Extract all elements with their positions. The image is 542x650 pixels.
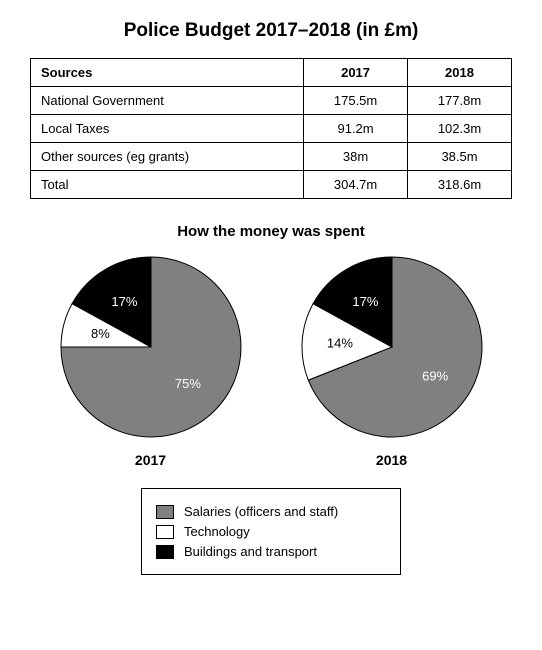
cell: 175.5m: [304, 87, 408, 115]
col-2018: 2018: [408, 59, 512, 87]
legend-item: Buildings and transport: [156, 544, 386, 559]
cell: Local Taxes: [31, 115, 304, 143]
legend-item: Salaries (officers and staff): [156, 504, 386, 519]
pie-2017-year: 2017: [56, 452, 246, 468]
col-sources: Sources: [31, 59, 304, 87]
table-row: Local Taxes 91.2m 102.3m: [31, 115, 512, 143]
table-row: National Government 175.5m 177.8m: [31, 87, 512, 115]
cell: 177.8m: [408, 87, 512, 115]
sources-table: Sources 2017 2018 National Government 17…: [30, 58, 512, 199]
legend-swatch: [156, 545, 174, 559]
table-row: Other sources (eg grants) 38m 38.5m: [31, 143, 512, 171]
pie-charts-container: 75% 8% 17% 2017 69% 14% 17% 2018: [30, 252, 512, 468]
spending-subtitle: How the money was spent: [30, 223, 512, 240]
table-header-row: Sources 2017 2018: [31, 59, 512, 87]
pie-slice-label: 75%: [174, 376, 200, 391]
pie-slice-label: 17%: [352, 294, 378, 309]
cell: 318.6m: [408, 171, 512, 199]
page-title: Police Budget 2017–2018 (in £m): [30, 20, 512, 42]
cell: 102.3m: [408, 115, 512, 143]
legend: Salaries (officers and staff) Technology…: [141, 488, 401, 575]
pie-2018: 69% 14% 17%: [297, 252, 487, 442]
pie-slice-label: 14%: [326, 336, 352, 351]
cell: 38m: [304, 143, 408, 171]
cell: 38.5m: [408, 143, 512, 171]
legend-label: Salaries (officers and staff): [184, 504, 338, 519]
cell: National Government: [31, 87, 304, 115]
col-2017: 2017: [304, 59, 408, 87]
pie-2018-year: 2018: [297, 452, 487, 468]
legend-swatch: [156, 525, 174, 539]
pie-2017-block: 75% 8% 17% 2017: [56, 252, 246, 468]
legend-label: Technology: [184, 524, 250, 539]
legend-item: Technology: [156, 524, 386, 539]
pie-2018-block: 69% 14% 17% 2018: [297, 252, 487, 468]
table-row: Total 304.7m 318.6m: [31, 171, 512, 199]
cell: 304.7m: [304, 171, 408, 199]
cell: 91.2m: [304, 115, 408, 143]
pie-slice-label: 69%: [422, 368, 448, 383]
legend-swatch: [156, 505, 174, 519]
pie-2017: 75% 8% 17%: [56, 252, 246, 442]
legend-label: Buildings and transport: [184, 544, 317, 559]
cell: Other sources (eg grants): [31, 143, 304, 171]
pie-slice-label: 17%: [111, 294, 137, 309]
cell: Total: [31, 171, 304, 199]
pie-slice-label: 8%: [91, 326, 110, 341]
